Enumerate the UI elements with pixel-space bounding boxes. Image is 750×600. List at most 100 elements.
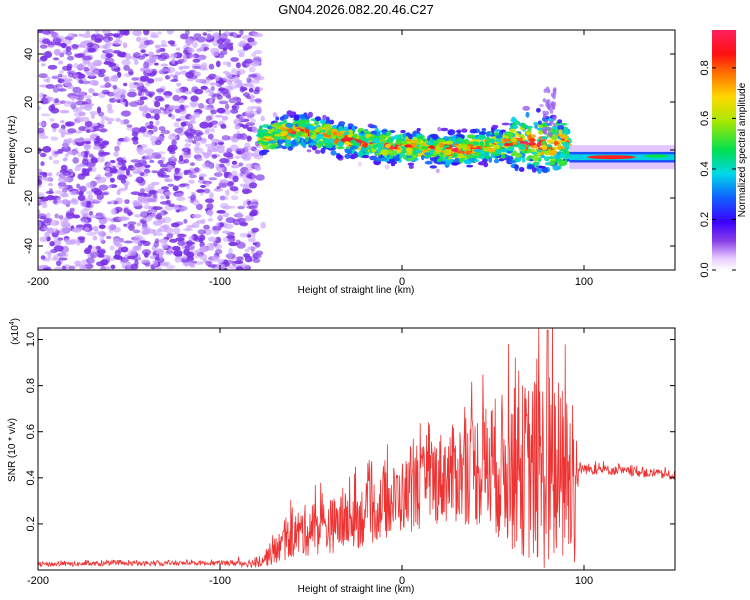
noise-blob: [73, 62, 79, 69]
signal-blob: [347, 123, 354, 127]
noise-blob: [142, 131, 153, 138]
signal-blob: [320, 118, 324, 125]
signal-blob: [395, 140, 402, 146]
noise-blob: [149, 121, 154, 126]
noise-blob: [216, 186, 221, 190]
noise-blob: [211, 255, 219, 262]
signal-blob: [295, 130, 303, 136]
noise-blob: [214, 114, 224, 118]
signal-blob: [478, 161, 485, 166]
noise-blob: [228, 205, 236, 209]
noise-blob: [169, 41, 175, 47]
noise-blob: [149, 55, 159, 60]
noise-blob: [86, 231, 96, 236]
noise-blob: [236, 68, 246, 75]
noise-blob: [162, 224, 170, 230]
noise-blob: [242, 154, 252, 161]
noise-blob: [89, 211, 94, 216]
noise-blob: [75, 191, 83, 195]
signal-blob: [266, 126, 273, 130]
noise-blob: [173, 227, 181, 235]
noise-blob: [49, 241, 55, 247]
snr-y-label: SNR (10 * v/v): [7, 418, 18, 482]
signal-blob: [337, 125, 344, 132]
signal-blob: [295, 128, 301, 132]
noise-blob: [211, 154, 218, 159]
noise-blob: [44, 177, 53, 182]
signal-blob: [463, 144, 468, 148]
signal-blob: [488, 157, 493, 163]
noise-blob: [205, 75, 214, 81]
noise-blob: [184, 90, 193, 95]
noise-blob: [199, 121, 209, 129]
noise-blob: [153, 108, 161, 115]
noise-blob: [218, 33, 228, 41]
snr-scale-label: (x104): [9, 318, 21, 345]
noise-blob: [189, 54, 195, 59]
noise-blob: [45, 190, 55, 195]
noise-blob: [173, 121, 180, 128]
x-tick-label: -100: [209, 276, 231, 288]
noise-blob: [216, 265, 222, 270]
noise-blob: [60, 164, 68, 172]
noise-blob: [150, 135, 158, 143]
noise-blob: [42, 146, 52, 153]
signal-blob: [554, 140, 558, 147]
noise-blob: [77, 152, 85, 158]
noise-blob: [140, 68, 145, 72]
noise-blob: [44, 231, 50, 238]
noise-blob: [144, 68, 153, 74]
colorbar-label: Normalized spectral amplitude: [737, 82, 748, 217]
noise-blob: [52, 239, 62, 247]
noise-blob: [71, 44, 79, 49]
noise-blob: [251, 126, 257, 130]
noise-blob: [95, 135, 101, 142]
signal-blob: [514, 132, 520, 138]
noise-blob: [110, 208, 118, 215]
noise-blob: [219, 179, 229, 184]
signal-blob: [306, 115, 310, 120]
signal-blob: [559, 148, 566, 152]
signal-blob: [548, 156, 555, 159]
signal-blob: [559, 134, 568, 139]
noise-blob: [58, 128, 67, 134]
noise-blob: [236, 256, 244, 261]
signal-blob: [504, 143, 511, 147]
noise-blob: [226, 61, 232, 68]
noise-blob: [223, 259, 229, 265]
signal-blob: [326, 130, 333, 136]
signal-blob: [380, 157, 387, 162]
signal-blob: [517, 143, 526, 149]
noise-blob: [180, 33, 188, 40]
signal-blob: [492, 153, 500, 157]
signal-blob: [527, 164, 535, 169]
x-tick-label: -200: [27, 276, 49, 288]
noise-blob: [177, 240, 186, 246]
noise-blob: [199, 245, 209, 253]
noise-blob: [178, 183, 186, 188]
noise-blob: [72, 157, 79, 164]
signal-blob: [557, 161, 563, 165]
noise-blob: [67, 184, 74, 192]
noise-blob: [52, 159, 60, 165]
noise-blob: [228, 241, 238, 247]
noise-blob: [65, 50, 73, 56]
noise-blob: [236, 211, 243, 217]
noise-blob: [227, 155, 234, 160]
signal-blob: [455, 137, 464, 144]
spectrogram-marks: [38, 30, 675, 270]
colorbar-gradient: [712, 30, 736, 270]
noise-blob: [38, 105, 41, 111]
signal-blob: [284, 143, 292, 148]
snr-marks: [38, 328, 675, 569]
noise-blob: [91, 155, 96, 162]
noise-blob: [57, 237, 64, 241]
signal-blob: [537, 120, 542, 125]
noise-blob: [140, 259, 151, 264]
signal-blob: [296, 135, 301, 139]
noise-blob: [192, 140, 197, 144]
noise-blob: [186, 240, 193, 247]
noise-blob: [219, 195, 229, 201]
signal-blob: [302, 133, 308, 138]
signal-blob: [286, 135, 292, 140]
